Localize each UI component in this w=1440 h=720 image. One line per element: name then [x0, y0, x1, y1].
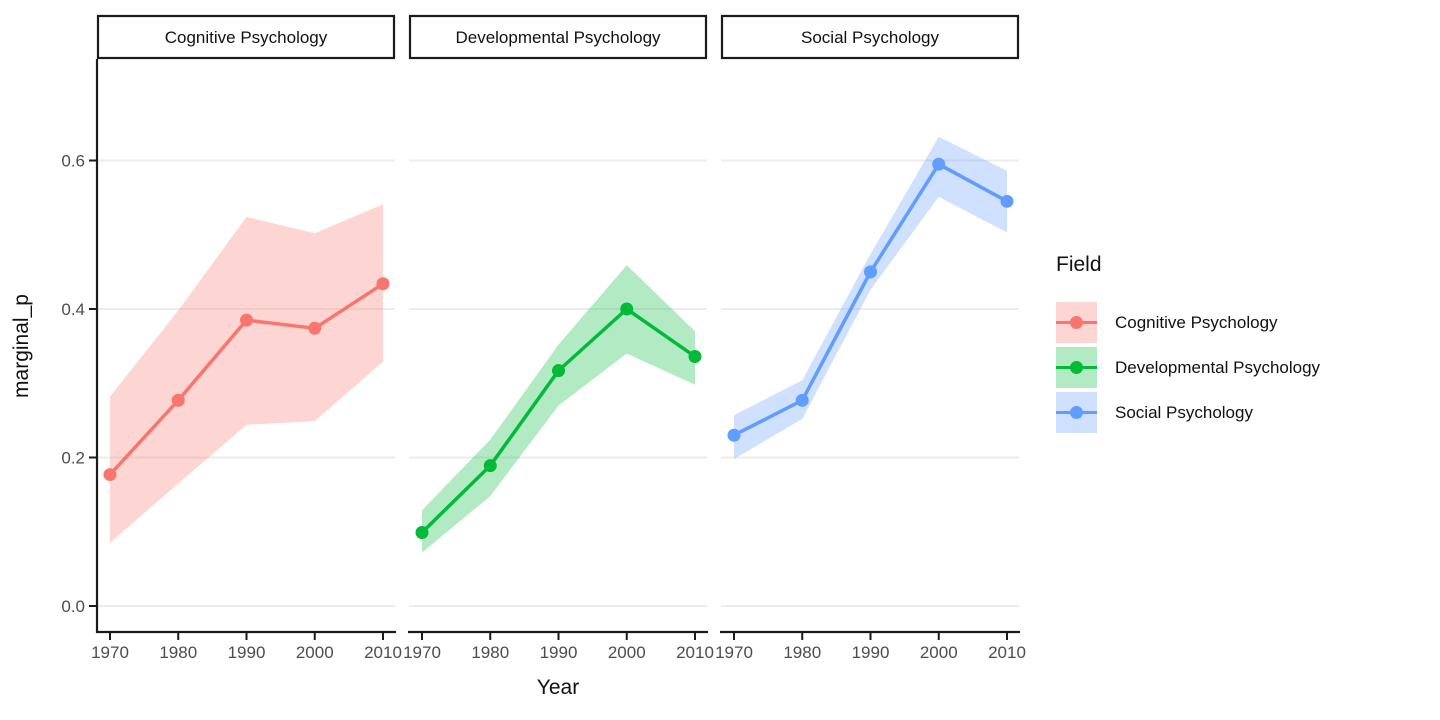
facet-panel: 1970 1980 1990 2000 2010 Cognitive Psychology [91, 14, 402, 662]
facet-strip [408, 14, 708, 60]
data-point [795, 393, 809, 407]
y-tick-label: 0.0 [61, 597, 85, 616]
data-point [376, 277, 390, 291]
facet-panel: 1970 1980 1990 2000 2010 Social Psychology [715, 14, 1026, 662]
data-point [308, 321, 322, 335]
x-tick-label: 1990 [540, 643, 578, 662]
x-tick-label: 2010 [988, 643, 1026, 662]
facet-strip-label: Cognitive Psychology [165, 28, 328, 47]
confidence-ribbon [422, 265, 695, 553]
data-point [620, 302, 634, 316]
x-tick-label: 2010 [364, 643, 402, 662]
data-point [171, 393, 185, 407]
y-axis-title: marginal_p [10, 294, 33, 398]
x-tick-label: 1970 [91, 643, 129, 662]
legend-key-dot [1070, 361, 1083, 374]
legend-item: Developmental Psychology [1056, 347, 1426, 388]
x-tick-label: 1980 [159, 643, 197, 662]
x-tick-label: 1990 [228, 643, 266, 662]
data-point [864, 265, 877, 279]
legend-title: Field [1056, 253, 1102, 276]
data-point [415, 525, 429, 539]
confidence-ribbon [734, 136, 1007, 459]
legend-item-label: Cognitive Psychology [1115, 312, 1278, 332]
legend-items: Cognitive Psychology Developmental Psycho… [1056, 302, 1426, 433]
facet-strip [720, 14, 1020, 60]
facet-panel: 1970 1980 1990 2000 2010 Developmental Psycho… [403, 14, 714, 662]
legend-item: Social Psychology [1056, 392, 1426, 433]
x-tick-label: 1990 [852, 643, 890, 662]
legend-key-dot [1070, 406, 1083, 419]
facet-strip-label: Developmental Psychology [455, 28, 661, 47]
legend-key-swatch [1056, 302, 1097, 343]
legend-key-dot [1070, 316, 1083, 329]
x-axis-title: Year [537, 676, 579, 699]
y-tick-label: 0.4 [61, 300, 85, 319]
legend-item: Cognitive Psychology [1056, 302, 1426, 343]
data-point [483, 459, 497, 473]
legend-item-label: Social Psychology [1115, 402, 1253, 422]
legend-key-swatch [1056, 347, 1097, 388]
data-point [727, 428, 741, 442]
data-point [932, 157, 946, 171]
y-axis: 0.0 0.2 0.4 0.6 [61, 59, 99, 633]
x-tick-label: 1980 [471, 643, 509, 662]
x-tick-label: 2000 [296, 643, 334, 662]
data-point [240, 313, 253, 327]
x-tick-label: 2000 [608, 643, 646, 662]
legend: Field Cognitive Psychology Developmental … [1056, 252, 1426, 437]
x-tick-label: 1980 [783, 643, 821, 662]
x-tick-label: 1970 [403, 643, 441, 662]
confidence-ribbon [110, 204, 383, 543]
data-point [103, 468, 117, 482]
legend-item-label: Developmental Psychology [1115, 357, 1321, 377]
y-tick-label: 0.2 [61, 449, 85, 468]
facet-strip [96, 14, 396, 60]
data-point [688, 350, 702, 364]
data-point [552, 364, 565, 378]
x-tick-label: 2000 [920, 643, 958, 662]
facet-strip-label: Social Psychology [801, 28, 939, 47]
x-tick-label: 2010 [676, 643, 714, 662]
data-point [1000, 194, 1014, 208]
legend-key-swatch [1056, 392, 1097, 433]
y-tick-label: 0.6 [61, 152, 85, 171]
x-tick-label: 1970 [715, 643, 753, 662]
